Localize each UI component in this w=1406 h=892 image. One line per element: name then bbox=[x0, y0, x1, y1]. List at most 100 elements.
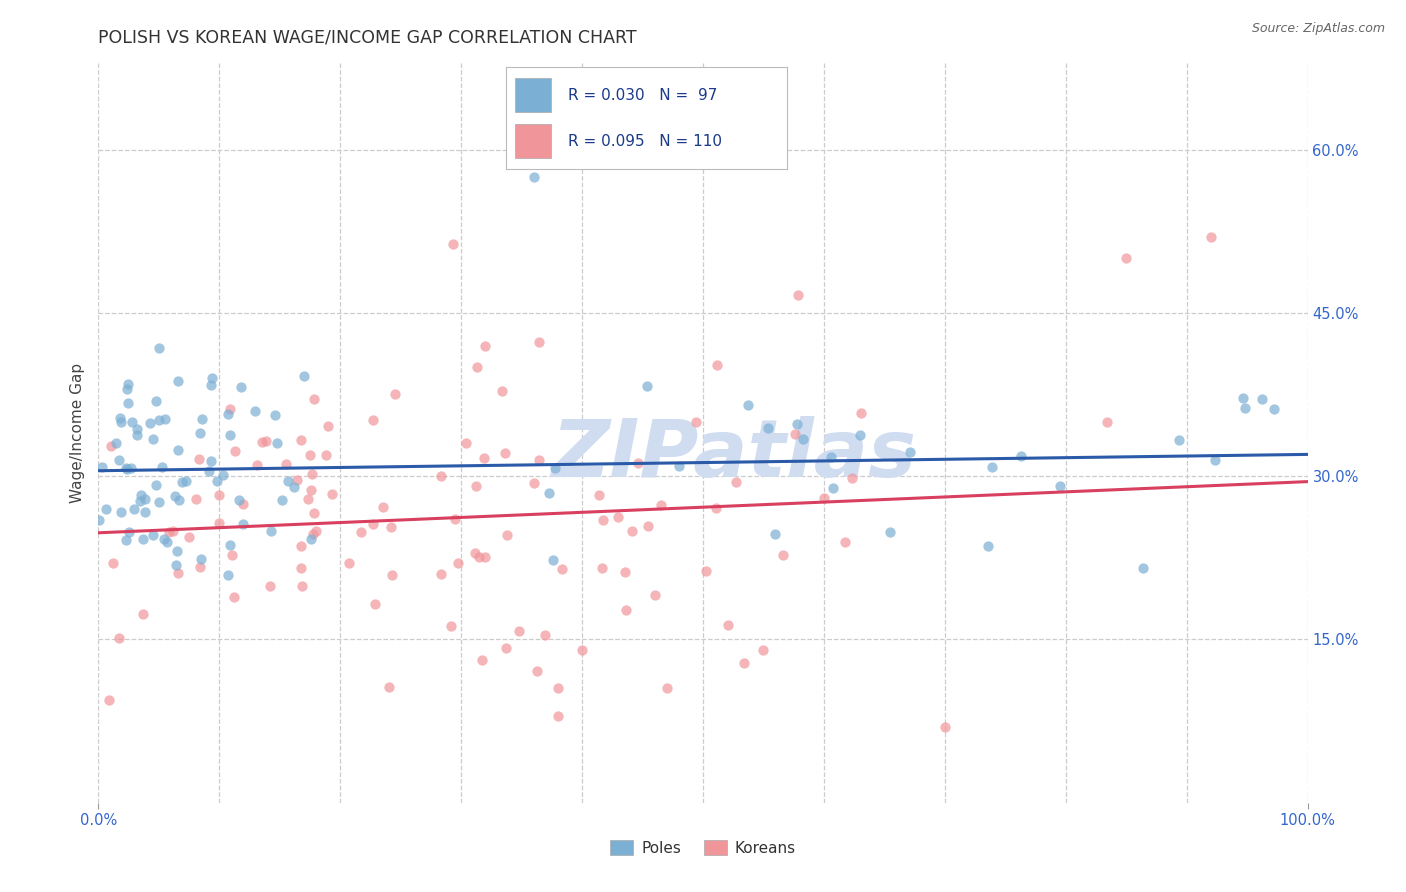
Point bbox=[148, 341, 170, 355]
Point bbox=[650, 498, 672, 512]
Point bbox=[752, 643, 775, 657]
Point bbox=[263, 408, 285, 422]
Point bbox=[129, 488, 152, 502]
Point bbox=[636, 379, 658, 393]
Point bbox=[211, 467, 233, 482]
Point bbox=[125, 428, 148, 442]
Point bbox=[541, 553, 564, 567]
Point bbox=[315, 448, 337, 462]
Point bbox=[110, 415, 132, 429]
Point bbox=[229, 380, 252, 394]
Point bbox=[538, 486, 561, 500]
Point bbox=[841, 471, 863, 485]
Point bbox=[523, 169, 546, 184]
Point bbox=[737, 399, 759, 413]
Point bbox=[467, 550, 489, 565]
Point bbox=[218, 538, 240, 552]
Point bbox=[785, 427, 807, 442]
Point bbox=[591, 560, 613, 574]
Point bbox=[373, 500, 395, 515]
Point bbox=[474, 338, 496, 352]
Point bbox=[156, 535, 179, 549]
Point bbox=[217, 407, 239, 421]
Point bbox=[224, 443, 246, 458]
Point bbox=[299, 483, 322, 497]
Point bbox=[655, 681, 678, 696]
Point bbox=[122, 501, 145, 516]
Point bbox=[152, 533, 174, 547]
FancyBboxPatch shape bbox=[515, 124, 551, 158]
Point bbox=[117, 383, 139, 397]
Point bbox=[733, 657, 755, 671]
FancyBboxPatch shape bbox=[515, 78, 551, 112]
Point bbox=[120, 461, 142, 475]
Point bbox=[934, 720, 956, 734]
Point bbox=[115, 462, 138, 476]
Point bbox=[551, 562, 574, 576]
Point bbox=[132, 607, 155, 621]
Point bbox=[1234, 401, 1257, 416]
Point bbox=[179, 531, 201, 545]
Point bbox=[188, 559, 211, 574]
Point bbox=[157, 525, 180, 540]
Point bbox=[1049, 479, 1071, 493]
Point bbox=[153, 412, 176, 426]
Point bbox=[318, 418, 340, 433]
Text: R = 0.030   N =  97: R = 0.030 N = 97 bbox=[568, 87, 717, 103]
Point bbox=[134, 492, 156, 507]
Point bbox=[898, 445, 921, 459]
Point bbox=[534, 628, 557, 642]
Point bbox=[472, 450, 495, 465]
Point bbox=[121, 415, 143, 429]
Point bbox=[447, 557, 470, 571]
Point bbox=[200, 377, 222, 392]
Point bbox=[292, 368, 315, 383]
Point bbox=[644, 588, 666, 602]
Point bbox=[471, 653, 494, 667]
Point bbox=[222, 591, 245, 605]
Point bbox=[384, 387, 406, 401]
Point bbox=[163, 489, 186, 503]
Point bbox=[627, 456, 650, 470]
Point bbox=[363, 597, 385, 611]
Point bbox=[256, 434, 278, 449]
Point bbox=[465, 360, 488, 375]
Point bbox=[361, 516, 384, 531]
Point bbox=[430, 567, 453, 582]
Point bbox=[134, 505, 156, 519]
Point bbox=[305, 524, 328, 538]
Point bbox=[977, 539, 1000, 553]
Point bbox=[94, 502, 117, 516]
Point bbox=[527, 335, 550, 350]
Point bbox=[685, 415, 707, 429]
Point bbox=[184, 492, 207, 507]
Point bbox=[297, 492, 319, 507]
Point bbox=[495, 640, 517, 655]
Point bbox=[108, 411, 131, 425]
Point bbox=[787, 287, 810, 301]
Point bbox=[444, 512, 467, 526]
Point bbox=[98, 693, 121, 707]
Legend: Poles, Koreans: Poles, Koreans bbox=[605, 834, 801, 862]
Point bbox=[464, 546, 486, 560]
Point bbox=[188, 425, 211, 440]
Point bbox=[114, 533, 136, 548]
Point bbox=[107, 453, 129, 467]
Point bbox=[1199, 229, 1222, 244]
Point bbox=[287, 473, 309, 487]
Point bbox=[150, 460, 173, 475]
Point bbox=[821, 481, 844, 495]
Point bbox=[148, 413, 170, 427]
Point bbox=[813, 491, 835, 505]
Point bbox=[125, 421, 148, 435]
Point bbox=[190, 552, 212, 566]
Point bbox=[166, 543, 188, 558]
Point bbox=[1115, 252, 1137, 266]
Point bbox=[298, 449, 321, 463]
Point bbox=[167, 443, 190, 458]
Point bbox=[592, 513, 614, 527]
Point bbox=[208, 516, 231, 530]
Text: Source: ZipAtlas.com: Source: ZipAtlas.com bbox=[1251, 22, 1385, 36]
Point bbox=[668, 458, 690, 473]
Point bbox=[290, 539, 312, 553]
